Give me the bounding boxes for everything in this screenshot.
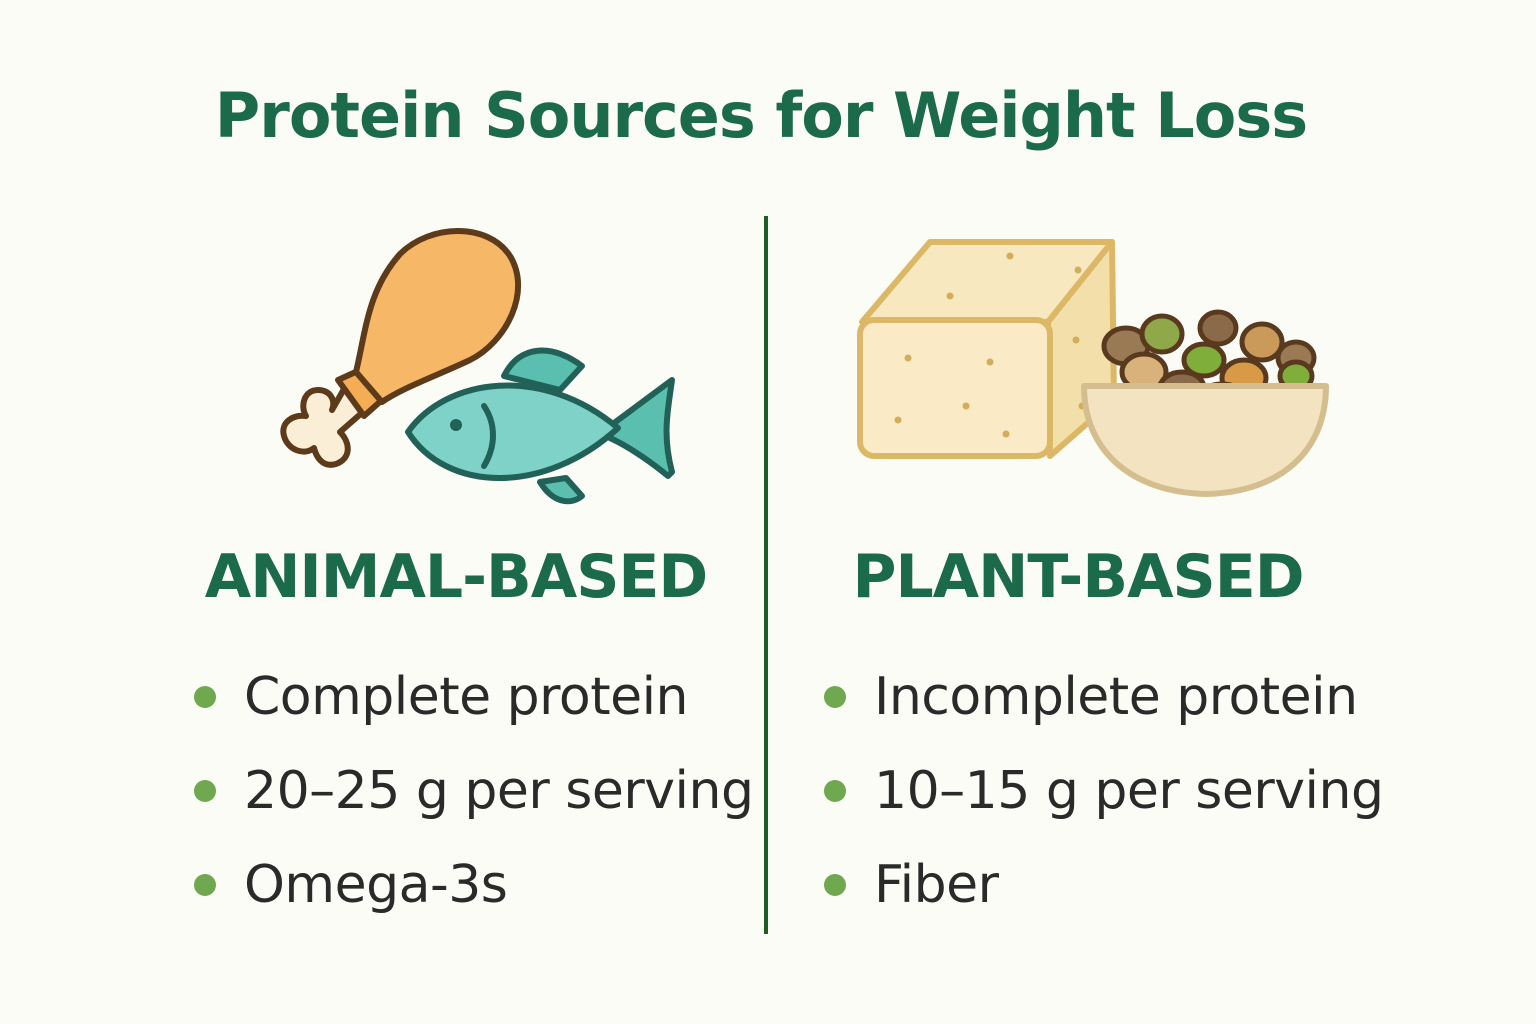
list-item-text: Complete protein (244, 667, 688, 727)
bullet-dot (824, 780, 846, 802)
animal-based-list: Complete protein 20–25 g per serving Ome… (194, 650, 754, 932)
plant-based-heading: PLANT-BASED (852, 542, 1304, 612)
bullet-dot (824, 874, 846, 896)
plant-based-list: Incomplete protein 10–15 g per serving F… (824, 650, 1384, 932)
plant-illustration (857, 239, 1329, 497)
fish-icon (405, 347, 675, 505)
list-item: 20–25 g per serving (194, 744, 754, 838)
list-item-text: 20–25 g per serving (244, 761, 754, 821)
list-item: Fiber (824, 838, 1383, 932)
list-item: Omega-3s (194, 838, 753, 932)
list-item: 10–15 g per serving (824, 744, 1384, 838)
tofu-block-icon (857, 239, 1117, 459)
list-item-text: Fiber (874, 855, 999, 915)
list-item: Complete protein (194, 650, 753, 744)
animal-illustration (280, 228, 675, 505)
list-item-text: 10–15 g per serving (874, 761, 1384, 821)
legume-bowl-icon (1081, 309, 1329, 497)
bullet-dot (194, 874, 216, 896)
list-item-text: Omega-3s (244, 855, 508, 915)
bullet-dot (194, 780, 216, 802)
page-title: Protein Sources for Weight Loss (214, 79, 1308, 152)
bullet-dot (824, 686, 846, 708)
list-item: Incomplete protein (824, 650, 1383, 744)
bullet-dot (194, 686, 216, 708)
animal-based-heading: ANIMAL-BASED (204, 542, 708, 612)
column-divider (764, 216, 768, 934)
list-item-text: Incomplete protein (874, 667, 1358, 727)
chicken-drumstick-icon (280, 228, 522, 468)
